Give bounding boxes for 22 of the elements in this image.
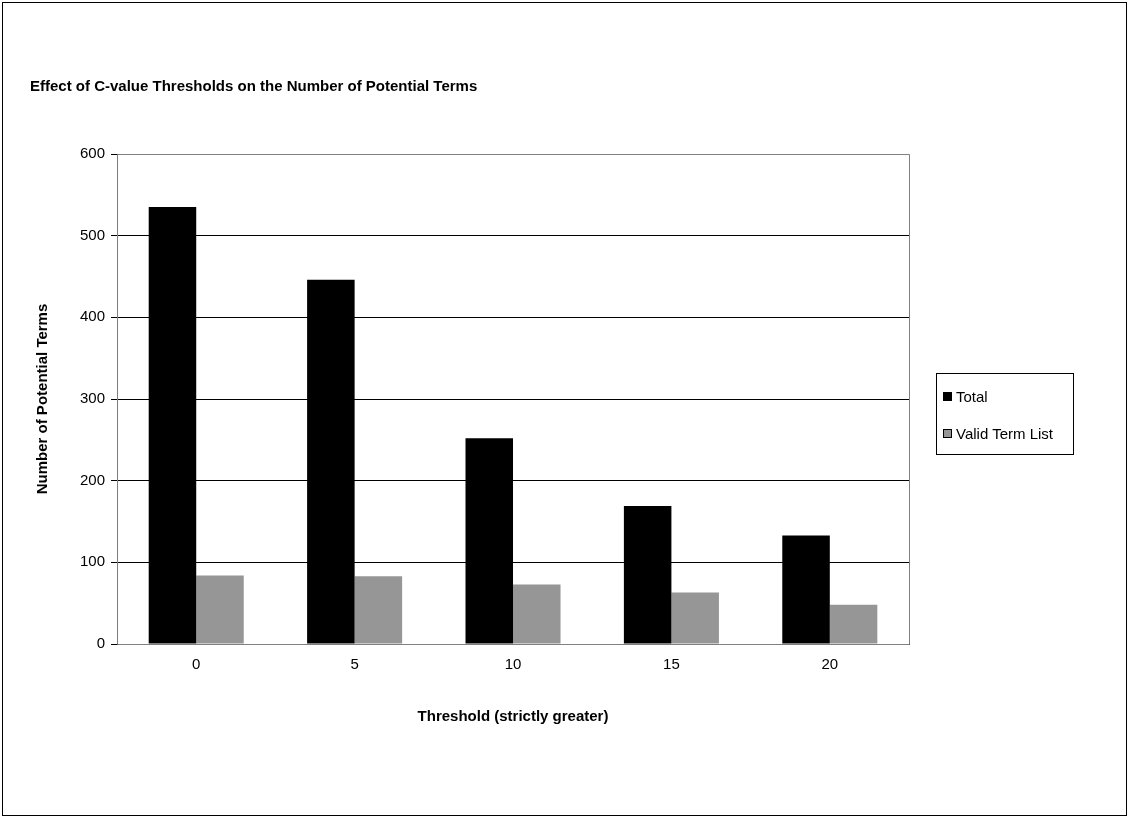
y-tick-label: 100: [80, 552, 106, 570]
x-tick-label: 0: [192, 655, 201, 673]
bar: [513, 584, 561, 644]
legend-label: Total: [956, 388, 988, 405]
chart-title: Effect of C-value Thresholds on the Number of Potential Terms: [30, 77, 478, 95]
y-tick-label: 500: [80, 225, 106, 243]
x-axis-title: Threshold (strictly greater): [417, 707, 609, 725]
y-tick-label: 600: [80, 144, 106, 162]
bar: [196, 575, 244, 644]
y-tick-label: 200: [80, 470, 106, 488]
y-tick-label: 400: [80, 307, 106, 325]
y-tick-label: 300: [80, 389, 106, 407]
bar: [354, 576, 403, 644]
bar: [671, 592, 719, 644]
y-tick-label: 0: [96, 634, 106, 652]
bar: [829, 604, 878, 644]
y-axis-title: Number of Potential Terms: [33, 303, 51, 495]
x-tick-label: 10: [504, 655, 522, 673]
x-tick-label: 5: [350, 655, 359, 673]
x-tick-label: 20: [821, 655, 839, 673]
x-tick-label: 15: [663, 655, 680, 673]
legend-label: Valid Term List: [956, 425, 1053, 442]
